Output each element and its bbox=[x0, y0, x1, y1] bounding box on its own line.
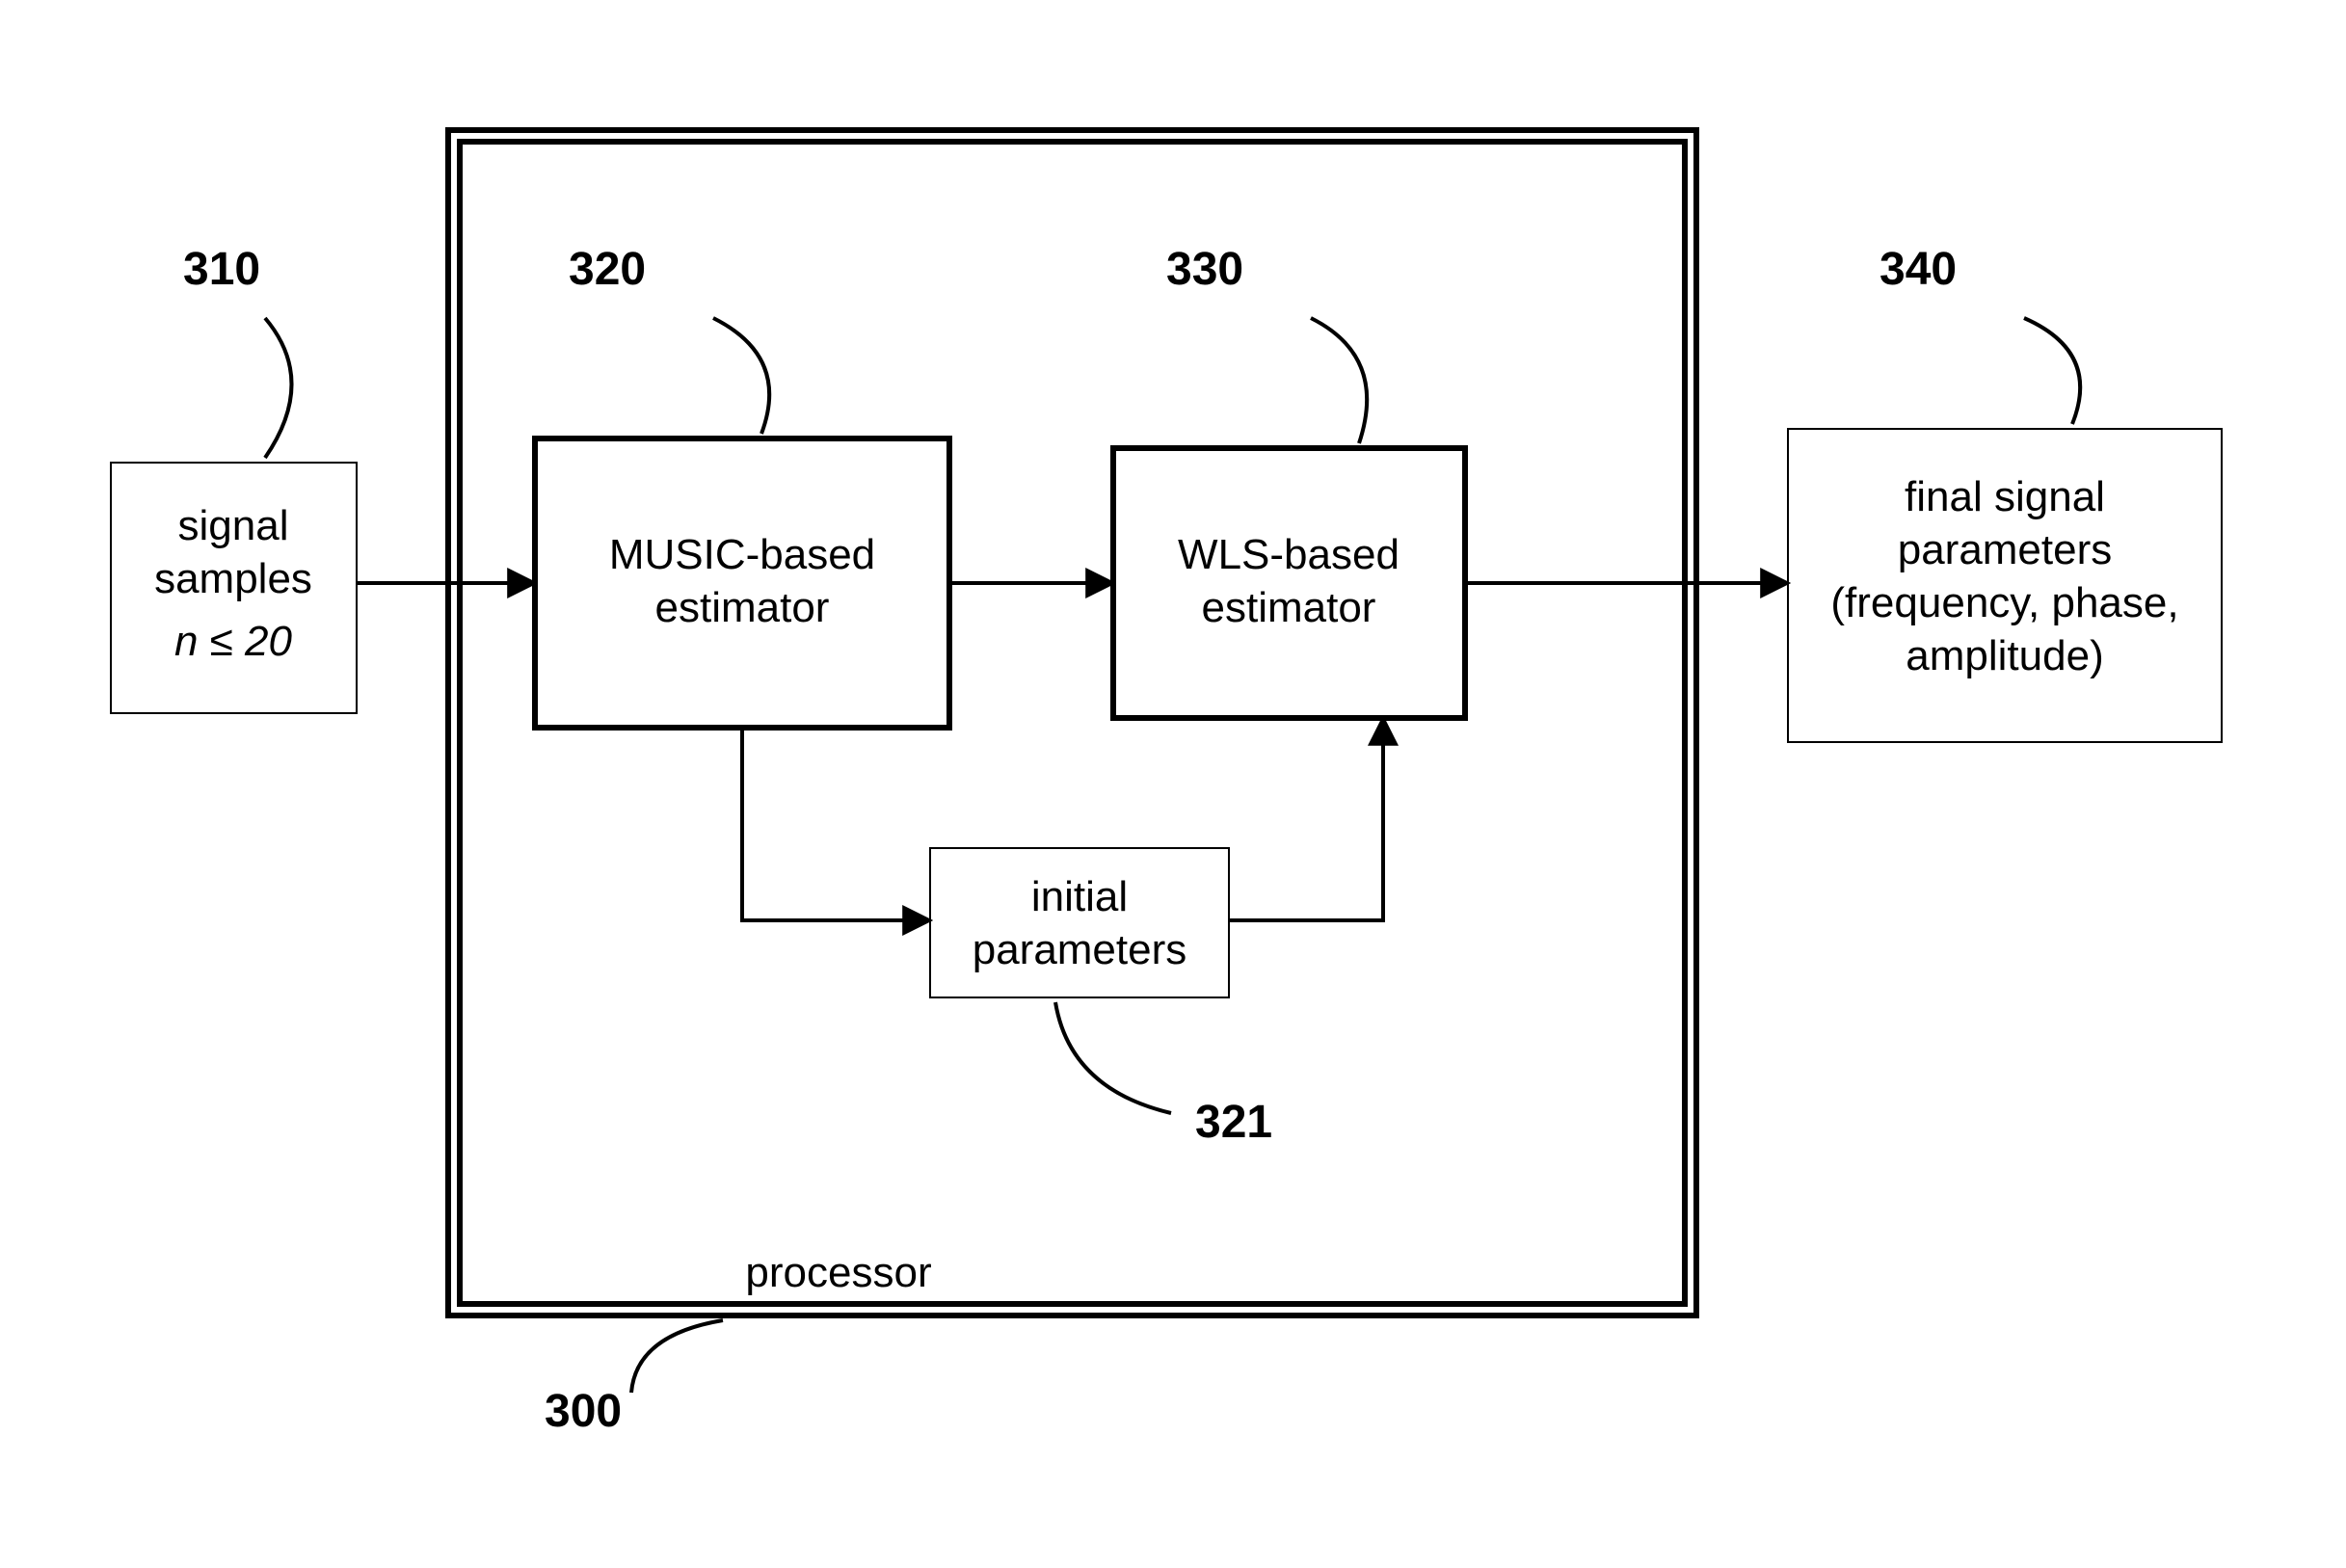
input-box: signal samples n ≤ 20 bbox=[111, 463, 357, 713]
edge-initial-wls bbox=[1229, 718, 1383, 920]
music-line2: estimator bbox=[655, 584, 830, 631]
music-box: MUSIC-based estimator bbox=[535, 439, 949, 728]
processor-box: processor bbox=[448, 130, 1696, 1316]
input-line1: signal bbox=[178, 502, 289, 549]
input-line2: samples bbox=[154, 555, 312, 602]
wls-line1: WLS-based bbox=[1178, 531, 1400, 578]
processor-inner-rect bbox=[460, 142, 1685, 1304]
callouts: 310 320 330 340 321 300 bbox=[183, 244, 2080, 1437]
ref-label-300: 300 bbox=[545, 1386, 622, 1437]
ref-label-321: 321 bbox=[1195, 1097, 1272, 1148]
processor-outer-rect bbox=[448, 130, 1696, 1316]
ref-label-340: 340 bbox=[1879, 244, 1957, 295]
ref-label-320: 320 bbox=[569, 244, 646, 295]
input-line3: n ≤ 20 bbox=[174, 618, 293, 665]
callout-curve-320 bbox=[713, 318, 769, 434]
initial-box: initial parameters bbox=[930, 848, 1229, 997]
wls-line2: estimator bbox=[1202, 584, 1376, 631]
output-line2: parameters bbox=[1898, 526, 2113, 573]
callout-curve-340 bbox=[2024, 318, 2080, 424]
output-box: final signal parameters (frequency, phas… bbox=[1788, 429, 2222, 742]
initial-line2: parameters bbox=[973, 926, 1187, 973]
music-line1: MUSIC-based bbox=[609, 531, 875, 578]
wls-box: WLS-based estimator bbox=[1113, 448, 1465, 718]
ref-label-330: 330 bbox=[1166, 244, 1243, 295]
processor-label: processor bbox=[745, 1249, 931, 1296]
output-line3: (frequency, phase, bbox=[1830, 579, 2178, 626]
callout-curve-300 bbox=[631, 1320, 723, 1393]
initial-line1: initial bbox=[1031, 873, 1128, 920]
callout-curve-321 bbox=[1055, 1002, 1171, 1113]
ref-label-310: 310 bbox=[183, 244, 260, 295]
edges bbox=[357, 583, 1788, 920]
edge-music-initial bbox=[742, 728, 930, 920]
callout-curve-330 bbox=[1311, 318, 1367, 443]
callout-curve-310 bbox=[265, 318, 292, 458]
output-line1: final signal bbox=[1905, 473, 2105, 520]
output-line4: amplitude) bbox=[1906, 632, 2103, 679]
